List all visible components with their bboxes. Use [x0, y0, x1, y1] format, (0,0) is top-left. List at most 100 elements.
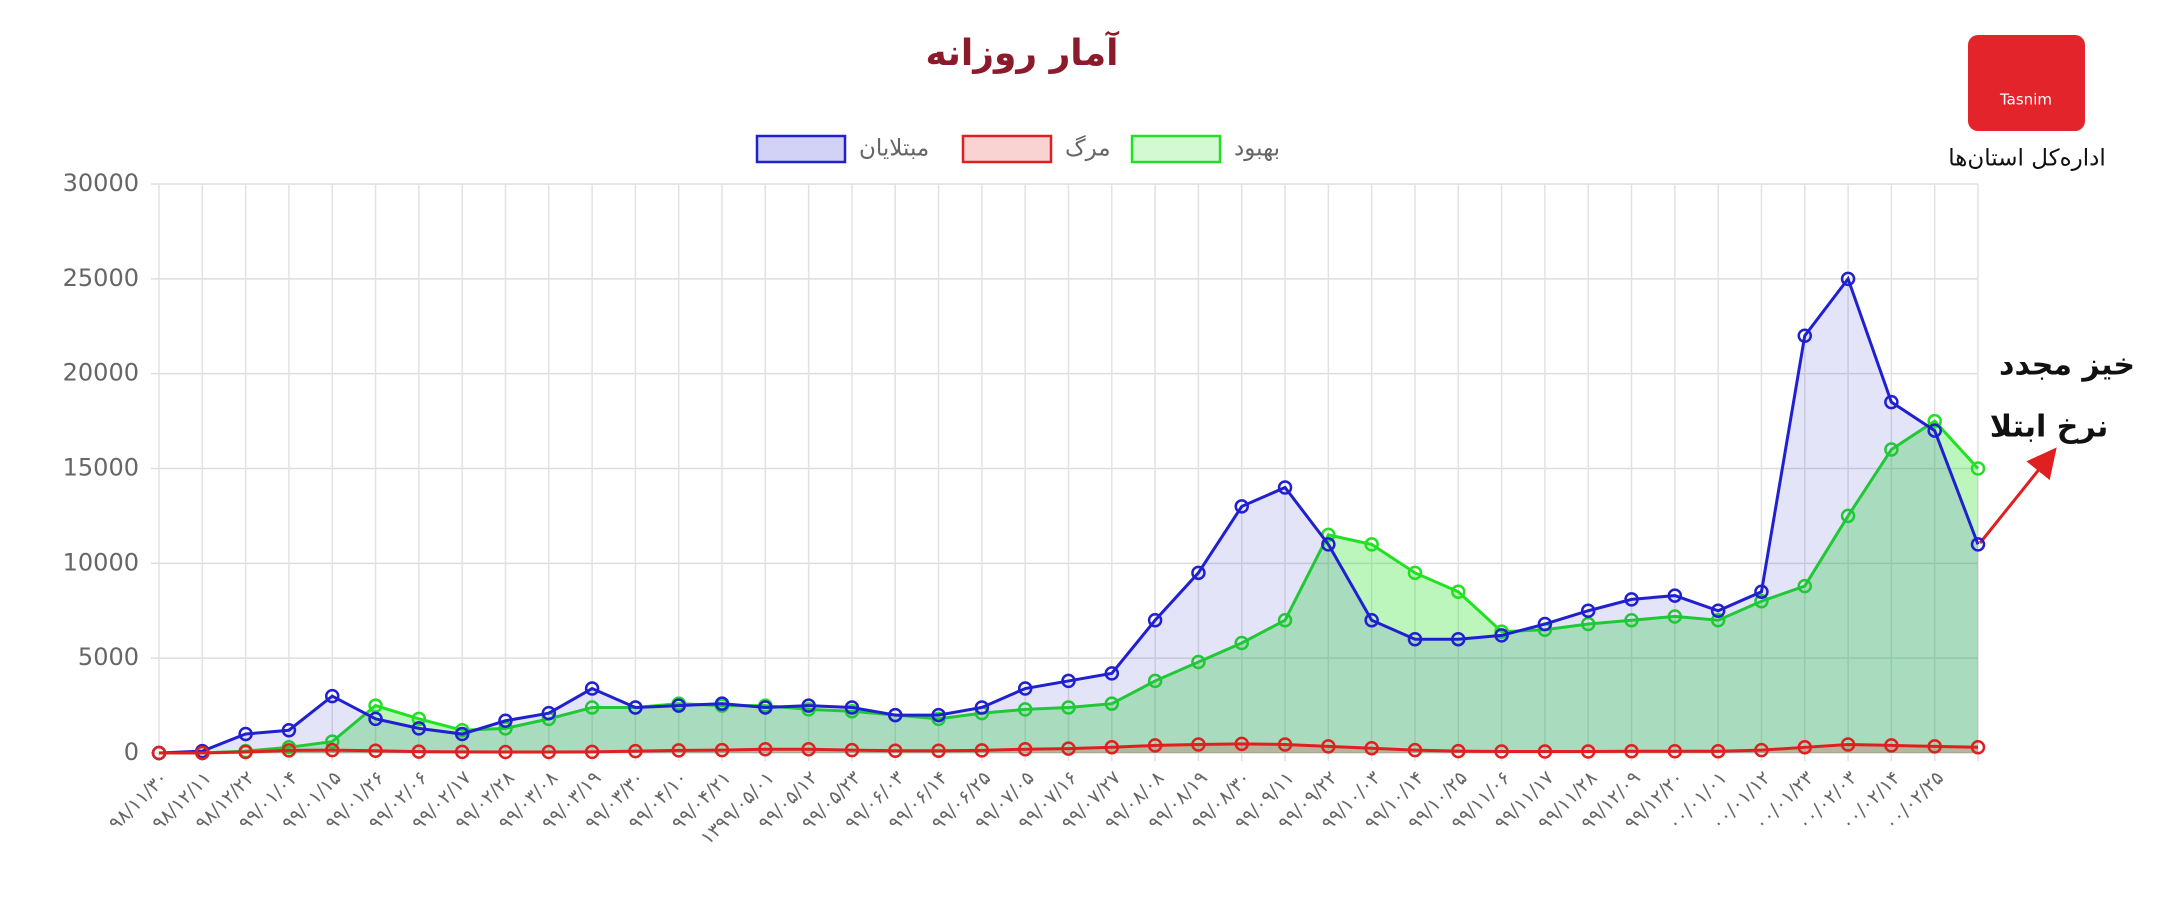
point — [411, 721, 427, 736]
point — [1710, 744, 1726, 759]
point — [1104, 740, 1120, 755]
point — [1017, 741, 1033, 757]
point — [1840, 271, 1856, 287]
y-tick-label: 20000 — [63, 359, 139, 387]
point — [195, 745, 210, 761]
legend-label: بهبود — [1234, 136, 1280, 162]
point — [1884, 394, 1899, 410]
point — [1061, 673, 1076, 689]
series-area — [159, 278, 1978, 753]
point — [1364, 612, 1379, 628]
point — [714, 696, 730, 711]
point — [1537, 616, 1553, 632]
series-area — [159, 743, 1978, 753]
point — [411, 711, 427, 727]
point — [584, 681, 600, 696]
legend-label: مرگ — [1065, 135, 1111, 162]
point — [454, 744, 470, 760]
point — [1277, 480, 1293, 495]
legend-swatch — [755, 134, 847, 164]
point — [324, 742, 340, 758]
series-area — [159, 421, 1978, 753]
y-tick-label: 10000 — [63, 548, 139, 576]
point — [974, 743, 990, 758]
point — [1840, 508, 1856, 524]
point — [628, 743, 643, 759]
point — [1797, 578, 1813, 594]
y-tick-label: 30000 — [63, 169, 139, 197]
point — [801, 741, 816, 757]
point — [1797, 740, 1813, 755]
point — [1451, 584, 1466, 600]
point — [454, 726, 470, 742]
point — [1580, 744, 1596, 759]
point — [671, 698, 686, 713]
point — [1927, 739, 1942, 754]
y-tick-label: 5000 — [78, 643, 139, 671]
point — [1624, 592, 1639, 607]
series-line — [158, 275, 1980, 755]
point — [1277, 612, 1293, 628]
legend-label: مبتلایان — [859, 136, 929, 162]
logo-brand: Tasnim — [1999, 91, 2052, 109]
point — [1754, 742, 1769, 758]
point — [758, 741, 773, 757]
point — [758, 700, 773, 715]
legend-swatch — [961, 134, 1053, 164]
point — [801, 698, 816, 713]
point — [1667, 609, 1683, 624]
point — [1104, 666, 1120, 681]
logo-caption: اداره‌کل استان‌ها — [1948, 146, 2106, 172]
point — [931, 743, 946, 758]
point — [628, 700, 643, 715]
point — [1321, 739, 1336, 754]
point — [1191, 654, 1206, 670]
point — [1970, 537, 1986, 552]
annotation: نرخ ابتلا — [1990, 410, 2109, 445]
point — [1234, 736, 1249, 752]
point — [1494, 628, 1509, 643]
point — [1580, 616, 1596, 632]
point — [1234, 635, 1249, 651]
point — [1147, 738, 1163, 753]
point — [281, 743, 297, 758]
point — [324, 734, 340, 749]
point — [281, 722, 297, 738]
point — [368, 711, 383, 727]
point — [888, 743, 903, 758]
point — [1061, 741, 1076, 756]
point — [1624, 612, 1639, 628]
point — [584, 744, 600, 760]
point — [974, 700, 990, 715]
point — [498, 721, 513, 736]
point — [1407, 565, 1423, 581]
point — [1277, 737, 1293, 752]
point — [1147, 612, 1163, 628]
point — [888, 707, 903, 723]
point — [1884, 442, 1899, 457]
point — [541, 744, 557, 760]
point — [1451, 631, 1466, 647]
point — [1710, 612, 1726, 628]
point — [151, 745, 167, 761]
y-tick-label: 0 — [124, 738, 139, 766]
annotation-arrow — [1978, 447, 2057, 544]
point — [844, 700, 860, 715]
point — [1667, 588, 1683, 603]
point — [1407, 631, 1423, 647]
annotation: خیز مجدد — [1999, 348, 2135, 383]
point — [931, 707, 946, 723]
point — [238, 744, 253, 760]
point — [1710, 603, 1726, 618]
point — [1494, 744, 1509, 759]
series-line — [159, 419, 1980, 755]
point — [368, 743, 383, 758]
point — [498, 713, 513, 729]
point — [1970, 740, 1986, 755]
legend-swatch — [1130, 134, 1222, 164]
point — [1624, 744, 1639, 759]
point — [1884, 738, 1899, 753]
point — [1754, 584, 1769, 600]
point — [1667, 744, 1683, 759]
